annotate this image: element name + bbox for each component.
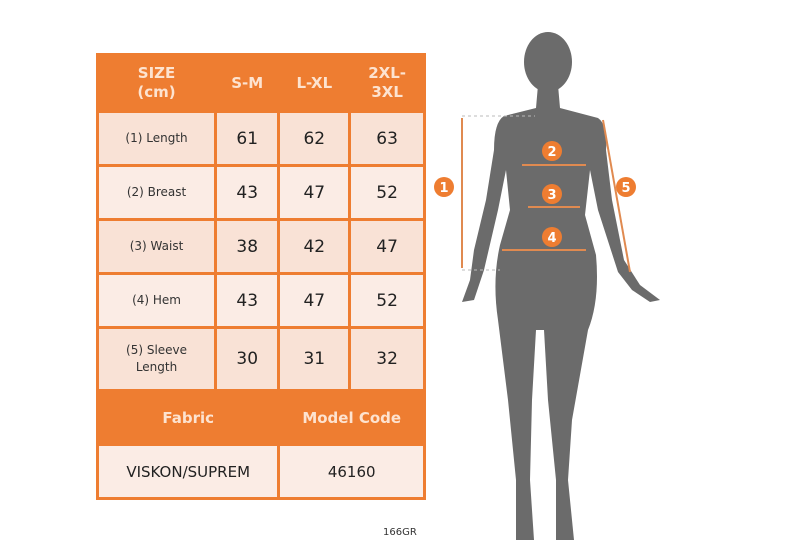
product-code: 166GR — [383, 527, 417, 538]
cell: 47 — [277, 164, 352, 221]
cell: 47 — [277, 272, 352, 329]
header-s-m: S-M — [214, 53, 281, 113]
row-label: (5) Sleeve Length — [95, 326, 218, 392]
row-label: (2) Breast — [95, 164, 218, 221]
row-label: (4) Hem — [95, 272, 218, 329]
fabric-header-row: Fabric Model Code — [95, 389, 426, 446]
row-label: (3) Waist — [95, 218, 218, 275]
header-size: SIZE (cm) — [95, 53, 218, 113]
cell: 43 — [214, 164, 281, 221]
cell: 47 — [348, 218, 426, 275]
marker-3: 3 — [547, 188, 556, 203]
table-row: (3) Waist 38 42 47 — [95, 218, 426, 275]
marker-4: 4 — [547, 231, 556, 246]
cell: 38 — [214, 218, 281, 275]
table-row: (5) Sleeve Length 30 31 32 — [95, 326, 426, 392]
marker-2: 2 — [547, 145, 556, 160]
fabric-label: Fabric — [95, 389, 281, 446]
size-chart-table: SIZE (cm) S-M L-XL 2XL- 3XL (1) Length 61 … — [95, 53, 426, 500]
silhouette — [462, 32, 660, 540]
cell: 61 — [214, 110, 281, 167]
cell: 31 — [277, 326, 352, 392]
header-l-xl: L-XL — [277, 53, 352, 113]
measure-markers — [434, 141, 636, 247]
cell: 42 — [277, 218, 352, 275]
fabric-value-row: VISKON/SUPREM 46160 — [95, 443, 426, 500]
header-2xl-3xl: 2XL- 3XL — [348, 53, 426, 113]
cell: 62 — [277, 110, 352, 167]
cell: 52 — [348, 164, 426, 221]
cell: 52 — [348, 272, 426, 329]
cell: 43 — [214, 272, 281, 329]
table-row: (1) Length 61 62 63 — [95, 110, 426, 167]
cell: 30 — [214, 326, 281, 392]
marker-1: 1 — [439, 181, 448, 196]
cell: 63 — [348, 110, 426, 167]
model-code-value: 46160 — [277, 443, 426, 500]
model-code-label: Model Code — [277, 389, 426, 446]
fabric-value: VISKON/SUPREM — [95, 443, 281, 500]
table-row: (4) Hem 43 47 52 — [95, 272, 426, 329]
marker-5: 5 — [621, 181, 630, 196]
row-label: (1) Length — [95, 110, 218, 167]
table-row: (2) Breast 43 47 52 — [95, 164, 426, 221]
header-row: SIZE (cm) S-M L-XL 2XL- 3XL — [95, 53, 426, 113]
body-silhouette-figure: 1 2 3 4 5 — [434, 32, 660, 540]
cell: 32 — [348, 326, 426, 392]
